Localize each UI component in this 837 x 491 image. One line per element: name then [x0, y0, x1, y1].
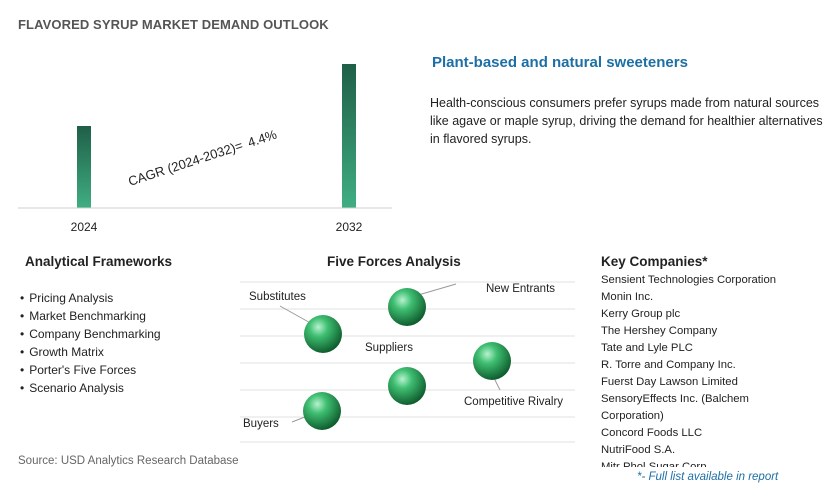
x-tick-label: 2024 [71, 220, 98, 234]
insight-description: Health-conscious consumers prefer syrups… [430, 96, 823, 146]
insight-headline: Plant-based and natural sweeteners [432, 54, 688, 71]
list-item: Market Benchmarking [20, 307, 161, 325]
competitive-rivalry-sphere [473, 342, 511, 380]
suppliers-label: Suppliers [365, 342, 413, 354]
list-item: Scenario Analysis [20, 379, 161, 397]
list-item: Porter's Five Forces [20, 361, 161, 379]
buyers-sphere [303, 392, 341, 430]
source-note: Source: USD Analytics Research Database [18, 455, 239, 467]
cagr-annotation: CAGR (2024-2032)=4.4% [126, 126, 279, 188]
page-title: FLAVORED SYRUP MARKET DEMAND OUTLOOK [18, 17, 329, 32]
list-item: Tate and Lyle PLC [601, 342, 693, 354]
new-entrants-label: New Entrants [486, 283, 555, 295]
list-item: R. Torre and Company Inc. [601, 359, 736, 371]
full-list-note: *- Full list available in report [637, 471, 779, 483]
five-forces-diagram: Substitutes New Entrants Suppliers Compe… [240, 281, 575, 443]
list-item: Fuerst Day Lawson Limited [601, 376, 738, 388]
list-item: The Hershey Company [601, 325, 718, 337]
list-item: SensoryEffects Inc. (Balchem [601, 393, 749, 405]
x-tick-label: 2032 [336, 220, 363, 234]
list-item: Sensient Technologies Corporation [601, 274, 777, 286]
list-item: Company Benchmarking [20, 325, 160, 343]
market-bar-chart: 2024 2032 CAGR (2024-2032)=4.4% [18, 64, 392, 234]
five-forces-title: Five Forces Analysis [327, 254, 461, 269]
analytical-frameworks-list: Pricing Analysis Market Benchmarking Com… [20, 289, 161, 397]
connector-line [279, 305, 315, 326]
competitive-rivalry-label: Competitive Rivalry [464, 396, 563, 408]
new-entrants-sphere [388, 288, 426, 326]
list-item: Pricing Analysis [20, 289, 161, 307]
list-item: Mitr Phol Sugar Corp. [601, 461, 710, 467]
substitutes-sphere [304, 315, 342, 353]
list-item: Growth Matrix [20, 343, 161, 361]
suppliers-sphere [388, 367, 426, 405]
cagr-label: CAGR (2024-2032)= [126, 138, 244, 189]
key-companies-title: Key Companies* [601, 254, 708, 269]
list-item: Corporation) [601, 410, 664, 422]
key-companies-list: Sensient Technologies Corporation Monin … [601, 272, 776, 467]
list-item: Kerry Group plc [601, 308, 681, 320]
cagr-value: 4.4% [246, 126, 279, 150]
substitutes-label: Substitutes [249, 291, 306, 303]
list-item: Concord Foods LLC [601, 427, 703, 439]
list-item: Monin Inc. [601, 291, 654, 303]
buyers-label: Buyers [243, 418, 279, 430]
analytical-frameworks-title: Analytical Frameworks [25, 254, 173, 269]
bar-2032 [342, 64, 356, 208]
bar-2024 [77, 126, 91, 208]
list-item: NutriFood S.A. [601, 444, 676, 456]
